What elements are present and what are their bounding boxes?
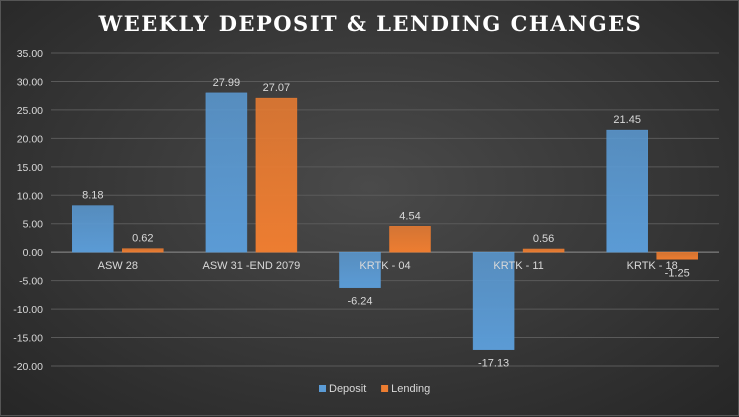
legend-swatch-lending — [381, 385, 389, 392]
category-label: ASW 28 — [98, 260, 138, 272]
bar-deposit — [606, 129, 648, 253]
data-label-deposit: 27.99 — [213, 77, 241, 89]
data-label-lending: -1.25 — [665, 267, 690, 279]
data-label-deposit: -17.13 — [478, 358, 509, 370]
data-label-lending: 4.54 — [399, 210, 420, 222]
data-label-deposit: 21.45 — [613, 114, 641, 126]
y-tick-label: 35.00 — [17, 48, 43, 60]
legend-label-deposit: Deposit — [329, 383, 366, 395]
bar-lending — [389, 226, 431, 253]
data-label-deposit: 8.18 — [82, 190, 103, 202]
y-tick-label: -20.00 — [13, 361, 43, 373]
legend-label-lending: Lending — [391, 383, 430, 395]
data-label-lending: 0.56 — [533, 233, 554, 245]
bar-deposit — [205, 92, 248, 253]
bar-lending — [656, 251, 698, 260]
bar-deposit — [339, 251, 381, 288]
bar-deposit — [72, 205, 114, 253]
data-label-deposit: -6.24 — [347, 296, 372, 308]
bar-deposit — [472, 251, 515, 350]
data-label-lending: 0.62 — [132, 233, 153, 245]
y-tick-label: 30.00 — [17, 76, 43, 88]
chart-title: WEEKLY DEPOSIT & LENDING CHANGES — [98, 11, 643, 36]
category-label: KRTK - 18 — [627, 260, 678, 272]
category-label: KRTK - 11 — [493, 260, 543, 272]
y-tick-label: 20.00 — [17, 133, 43, 145]
y-tick-label: -10.00 — [13, 304, 43, 316]
y-tick-label: 15.00 — [17, 162, 43, 174]
y-tick-label: 5.00 — [23, 219, 44, 231]
y-tick-label: 25.00 — [17, 105, 43, 117]
bar-lending — [122, 248, 164, 253]
category-label: KRTK - 04 — [359, 260, 410, 272]
y-tick-label: 10.00 — [17, 190, 43, 202]
legend-swatch-deposit — [319, 385, 326, 392]
bar-lending — [255, 97, 298, 253]
category-label: ASW 31 -END 2079 — [202, 260, 300, 272]
data-label-lending: 27.07 — [263, 82, 291, 94]
bar-lending — [522, 248, 565, 253]
y-tick-label: -15.00 — [13, 333, 43, 345]
y-tick-label: 0.00 — [23, 247, 44, 259]
y-tick-label: -5.00 — [19, 276, 43, 288]
